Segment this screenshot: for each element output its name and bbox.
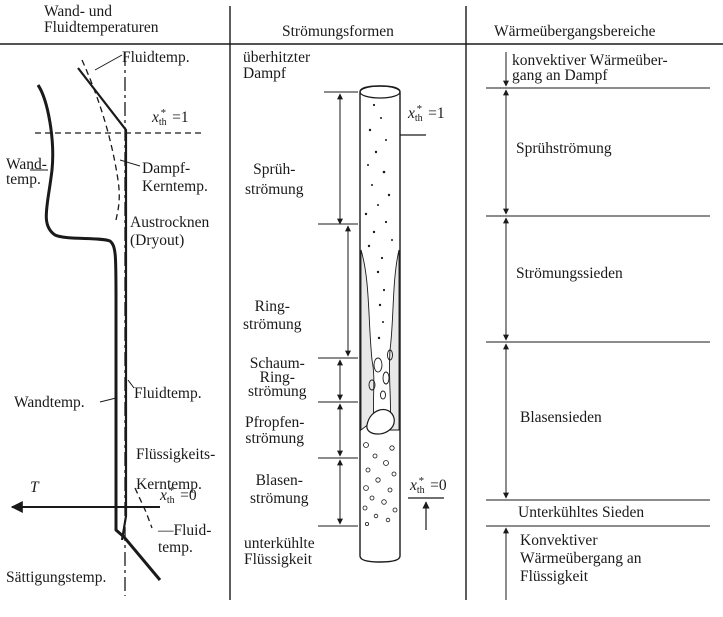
label-line: Dampf xyxy=(243,65,287,82)
tube-top-opening xyxy=(359,85,401,99)
label-bubble-flow: Blasen-strömung xyxy=(250,472,309,508)
label-fluid-temp-top: Fluidtemp. xyxy=(122,49,190,66)
label-xth0-col2: xth* =0 xyxy=(410,475,447,496)
foam-bubbles xyxy=(368,349,393,400)
heat-transfer-regions xyxy=(486,52,710,600)
label-spray-flow-region: Sprühströmung xyxy=(516,140,612,157)
leader-fluid-mid xyxy=(127,379,135,389)
vapor-core-temperature-curve xyxy=(81,59,120,221)
label-line: Kerntemp. xyxy=(142,178,208,195)
label-line: strömung xyxy=(245,430,304,447)
label-line: konvektiver Wärmeüber- xyxy=(512,52,668,69)
flow-tube xyxy=(359,85,444,563)
label-nucleate-boiling: Blasensieden xyxy=(520,409,602,426)
spray-droplets xyxy=(364,103,393,340)
label-wall-temp-upper: Wand-temp. xyxy=(6,156,47,188)
label-line: —Fluid- xyxy=(158,522,212,539)
label-line: Kerntemp. xyxy=(136,476,202,493)
fluid-temperature-curve xyxy=(77,67,128,541)
label-fluid-temp-bottom: —Fluid-temp. xyxy=(158,522,211,556)
label-line: Blasen- xyxy=(255,472,303,489)
label-line: Flüssigkeit xyxy=(520,568,589,585)
bubble-flow-bubbles xyxy=(362,442,398,527)
header-flow-patterns: Strömungsformen xyxy=(282,23,394,40)
label-line: strömung xyxy=(245,181,304,198)
label-convective-vapor: konvektiver Wärmeüber-gang an Dampf xyxy=(512,52,668,84)
label-liquid-core-temp: Flüssigkeits- Kerntemp. xyxy=(136,440,215,500)
label-line: Dampf- xyxy=(142,160,191,177)
label-foam-annular-flow: Schaum- Ring-strömung xyxy=(248,355,307,400)
flow-regime-ranges xyxy=(318,91,358,527)
leader-wall-lower xyxy=(99,397,117,403)
label-line: Ring- xyxy=(259,369,295,386)
label-line: Wand- xyxy=(6,156,47,173)
label-line: gang an Dampf xyxy=(512,67,608,84)
label-line: temp. xyxy=(158,539,193,556)
label-line: strömung xyxy=(250,490,309,507)
xth-symbol: xth* xyxy=(152,107,167,128)
wall-temperature-curve xyxy=(36,84,162,581)
label-line: unterkühlte xyxy=(244,535,315,552)
label-saturation-temp: Sättigungstemp. xyxy=(6,569,107,586)
label-xth1-col2: xth* =1 xyxy=(408,103,445,124)
header-wall-fluid-temperatures: Wand- und Fluidtemperaturen xyxy=(44,4,159,36)
label-wall-temp-lower: Wandtemp. xyxy=(14,394,85,411)
label-line: strömung xyxy=(248,383,307,400)
column-grid xyxy=(0,6,723,600)
label-line: Sprüh- xyxy=(253,161,296,178)
label-xth1-col1: xth* =1 xyxy=(152,107,189,128)
label-flow-boiling: Strömungssieden xyxy=(516,265,623,282)
liquid-film-left xyxy=(360,249,375,431)
label-fluid-temp-mid: Fluidtemp. xyxy=(134,385,202,402)
label-line: Konvektiver xyxy=(520,532,598,549)
leader-vapor-core xyxy=(119,159,141,167)
header-col1-line1: Wand- und xyxy=(44,3,113,20)
label-slug-flow: Pfropfen-strömung xyxy=(245,415,304,447)
header-heat-transfer-regions: Wärmeübergangsbereiche xyxy=(494,23,656,40)
label-dryout: Austrocknen (Dryout) xyxy=(130,214,209,250)
label-line: Pfropfen- xyxy=(245,414,305,431)
label-superheated-vapor: überhitzter Dampf xyxy=(243,50,310,82)
label-line: Ring- xyxy=(254,298,290,315)
label-line: überhitzter xyxy=(243,49,311,66)
label-line: Flüssigkeit xyxy=(244,551,313,568)
label-line: (Dryout) xyxy=(130,232,185,249)
label-annular-flow: Ring-strömung xyxy=(243,298,302,334)
header-col1-line2: Fluidtemperaturen xyxy=(44,19,159,36)
temperature-profile xyxy=(10,52,205,596)
slug-bubble xyxy=(366,408,395,435)
label-subcooled-liquid: unterkühlte Flüssigkeit xyxy=(244,536,315,568)
label-line: strömung xyxy=(243,316,302,333)
label-line: Austrocknen xyxy=(130,214,210,231)
label-line: temp. xyxy=(6,171,41,188)
label-convective-liquid: Konvektiver Wärmeübergang an Flüssigkeit xyxy=(520,532,642,586)
label-subcooled-boiling: Unterkühltes Sieden xyxy=(518,504,645,521)
leader-fluid-top xyxy=(94,54,123,71)
label-vapor-core-temp: Dampf- Kerntemp. xyxy=(142,160,208,196)
label-line: Flüssigkeits- xyxy=(136,446,216,463)
label-axis-T: T xyxy=(30,479,39,496)
label-line: Schaum- xyxy=(249,355,305,372)
label-line: Wärmeübergang an xyxy=(520,550,642,567)
label-spray-flow: Sprüh-strömung xyxy=(245,160,304,200)
label-xth0-col1: xth* =0 xyxy=(160,485,197,506)
